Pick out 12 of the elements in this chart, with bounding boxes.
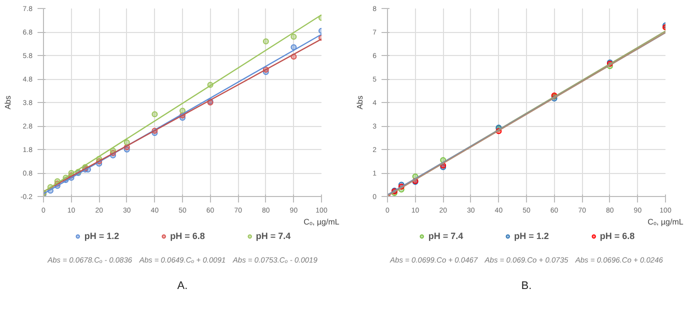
text: B. xyxy=(521,280,532,292)
legend-label: pH = 1.2 xyxy=(514,231,549,241)
x-axis-title: Cₒ, µg/mL xyxy=(304,218,340,226)
legend-label: pH = 6.8 xyxy=(600,231,635,241)
text: A. xyxy=(177,280,188,292)
y-axis-title: Abs xyxy=(3,96,12,110)
y-axis-title: Abs xyxy=(356,96,365,110)
legend-label: pH = 6.8 xyxy=(170,231,205,241)
x-axis-title: Cₒ, µg/mL xyxy=(648,218,684,226)
legend-label: pH = 7.4 xyxy=(256,231,291,241)
legend-label: pH = 7.4 xyxy=(428,231,464,241)
legend-label: pH = 1.2 xyxy=(84,231,120,241)
